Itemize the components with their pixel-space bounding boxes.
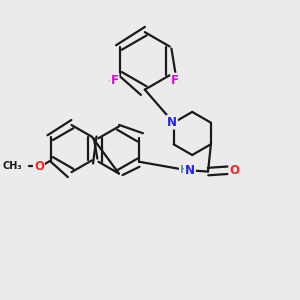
Text: F: F [171,74,179,87]
Text: O: O [34,160,44,173]
Text: CH₃: CH₃ [3,161,22,171]
Text: O: O [229,164,239,177]
Text: H: H [180,165,188,175]
Text: N: N [185,164,195,177]
Text: F: F [110,74,118,87]
Text: N: N [167,116,177,129]
